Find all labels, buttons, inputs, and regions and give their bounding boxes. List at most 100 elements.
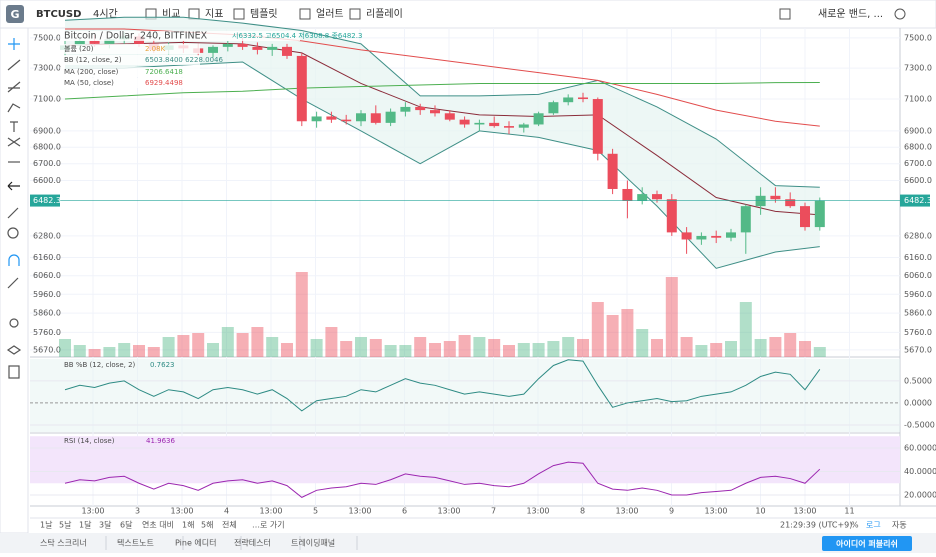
volume-bar <box>458 335 471 357</box>
volume-bar <box>73 345 86 357</box>
range-button[interactable]: 6달 <box>120 521 133 530</box>
pane-name: BB %B (12, close, 2) <box>64 361 136 369</box>
symbol[interactable]: BTCUSD <box>36 9 81 20</box>
settings-icon[interactable] <box>894 8 906 20</box>
time-label: 13:00 <box>526 507 549 516</box>
volume-bar <box>725 341 737 357</box>
candle-body <box>89 40 100 44</box>
volume-bar <box>147 347 160 357</box>
range-button[interactable]: 3달 <box>99 521 112 530</box>
price-tick: 5760.0 <box>33 328 61 337</box>
time-label: 13:00 <box>259 507 282 516</box>
pane-line <box>64 461 821 498</box>
price-tick: 6280.0 <box>904 231 932 240</box>
price-tick: 6160.0 <box>904 253 932 262</box>
range-button[interactable]: 1해 <box>182 520 194 530</box>
volume-bar <box>355 337 367 357</box>
time-label: 13:00 <box>793 507 816 516</box>
button-icon[interactable] <box>233 8 245 20</box>
scale-button[interactable]: % <box>851 521 859 530</box>
price-tick: 5760.0 <box>904 328 932 337</box>
clock: 21:29:39 (UTC+9) <box>780 521 852 530</box>
scale-button[interactable]: 로그 <box>866 521 881 530</box>
toolbar-button[interactable]: 리플레이 <box>366 8 403 20</box>
candle-body <box>252 46 263 50</box>
pane-tick: -0.5000 <box>904 420 935 429</box>
price-tick: 5670.0 <box>33 345 61 354</box>
volume-bar <box>310 339 323 357</box>
candle-body <box>208 46 218 53</box>
price-tick: 6800.0 <box>33 143 61 152</box>
toolbar-button[interactable]: 템플릿 <box>250 8 278 20</box>
button-icon[interactable] <box>349 8 361 20</box>
publish-button[interactable] <box>822 536 912 551</box>
volume-bar <box>665 277 678 357</box>
volume-bar <box>695 345 708 357</box>
price-tick: 6700.0 <box>33 159 61 168</box>
footer-tab[interactable]: 트레이딩패널 <box>291 538 335 548</box>
volume-bar <box>414 337 427 357</box>
volume-bar <box>221 327 234 357</box>
tool-icons[interactable] <box>6 38 22 379</box>
footer-tab[interactable]: 전략테스터 <box>234 538 271 548</box>
volume-bar <box>384 345 397 357</box>
left-toolbar <box>0 27 29 534</box>
layout-name[interactable]: 새로운 밴드, ... <box>818 8 883 20</box>
time-label: 13:00 <box>81 507 104 516</box>
time-label: 11 <box>844 507 854 516</box>
candle-body <box>356 113 366 122</box>
candle-body <box>222 43 233 47</box>
last-price-label: 6482.3 <box>33 196 61 205</box>
logo[interactable] <box>6 5 24 23</box>
volume-bar <box>813 347 826 357</box>
toolbar-button[interactable]: 지표 <box>205 8 223 20</box>
range-button[interactable]: 연초 대비 <box>142 521 174 530</box>
scale-button[interactable]: 자동 <box>892 521 907 530</box>
volume-bar <box>799 341 811 357</box>
range-button[interactable]: 1날 <box>40 520 53 530</box>
candle-body <box>370 113 381 123</box>
footer-bar <box>0 533 936 553</box>
volume-bar <box>281 343 293 357</box>
range-button[interactable]: 1달 <box>79 521 92 530</box>
price-tick: 5860.0 <box>33 309 61 318</box>
footer-tab[interactable]: 텍스트노트 <box>117 538 154 548</box>
time-label: 6 <box>402 507 407 516</box>
candle-body <box>592 99 603 154</box>
candle-body <box>711 235 722 238</box>
toolbar-button[interactable]: 얼러트 <box>316 8 344 20</box>
logo-letter: G <box>10 8 19 21</box>
footer-tab[interactable]: Pine 에디터 <box>175 539 217 548</box>
candle-body <box>326 116 337 120</box>
time-label: 5 <box>313 507 318 516</box>
pane-value: 41.9636 <box>146 437 175 445</box>
footer-tab[interactable]: 스탁 스크리너 <box>40 538 87 548</box>
range-button[interactable]: …로 가기 <box>252 521 285 530</box>
legend-bg <box>60 55 200 65</box>
price-tick: 7100.0 <box>904 95 932 104</box>
volume-bar <box>162 337 175 357</box>
last-price-box <box>30 194 60 207</box>
checkbox[interactable] <box>779 8 791 20</box>
candle-body <box>415 106 426 111</box>
pane-tick: 20.0000 <box>904 491 936 500</box>
range-button[interactable]: 5해 <box>201 520 213 530</box>
price-tick: 6280.0 <box>33 231 61 240</box>
candle-body <box>237 43 248 47</box>
button-icon[interactable] <box>299 8 311 20</box>
candle-body <box>341 119 352 122</box>
time-label: 13:00 <box>170 507 193 516</box>
legend-bg <box>60 44 200 54</box>
range-button[interactable]: 5날 <box>59 520 72 530</box>
time-label: 8 <box>580 507 585 516</box>
legend-value: 6503.8400 6228.0046 <box>145 56 223 64</box>
candle-body <box>282 46 292 56</box>
volume-bar <box>325 327 338 357</box>
volume-bar <box>118 343 131 357</box>
interval[interactable]: 4시간 <box>93 8 118 20</box>
range-button[interactable]: 전체 <box>222 520 237 530</box>
price-tick: 5960.0 <box>33 290 61 299</box>
indicator-line <box>64 16 820 188</box>
legend-value: 7206.6418 <box>145 68 183 76</box>
